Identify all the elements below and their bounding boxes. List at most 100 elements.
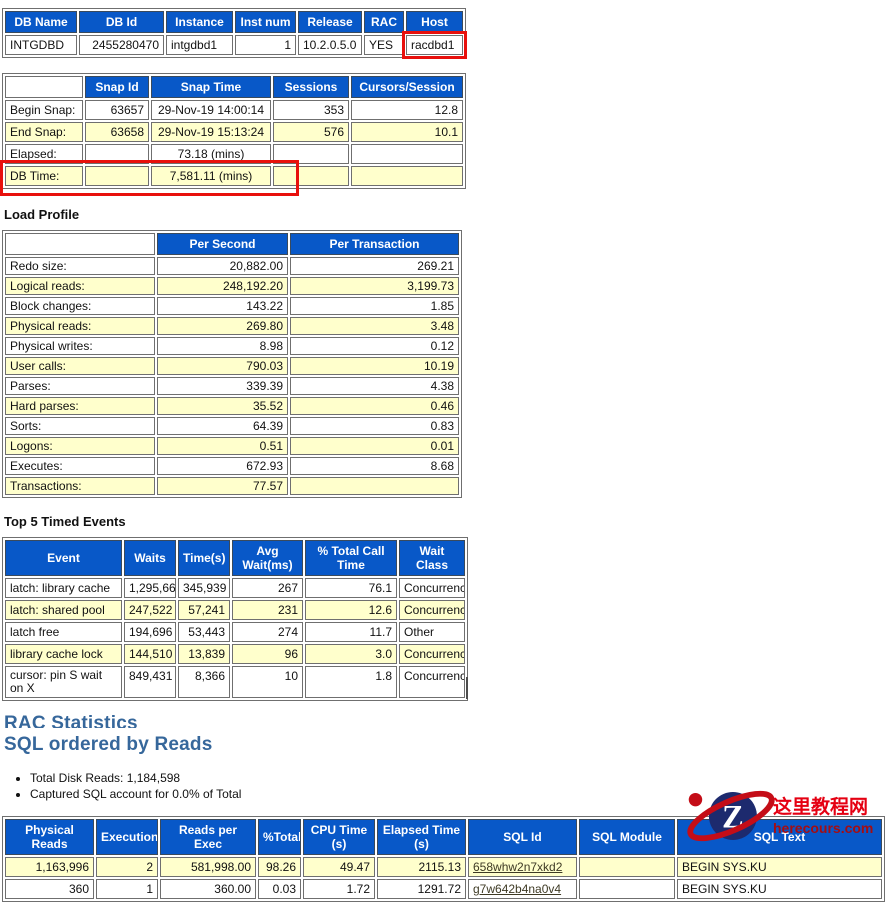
row-label: Hard parses: bbox=[5, 397, 155, 415]
watermark-text: 这里教程网 herecours.com bbox=[773, 796, 873, 836]
column-header: Per Second bbox=[157, 233, 288, 255]
wait-class: Other bbox=[399, 622, 465, 642]
sql-text-cell: BEGIN SYS.KU bbox=[677, 879, 882, 899]
table-row: INTGDBD 2455280470 intgdbd1 1 10.2.0.5.0… bbox=[5, 31, 467, 59]
empty-header-cell bbox=[5, 233, 155, 255]
row-label: Transactions: bbox=[5, 477, 155, 495]
cell: 248,192.20 bbox=[157, 277, 288, 295]
table-header-row: DB Name DB Id Instance Inst num Release … bbox=[5, 11, 463, 33]
cell: 64.39 bbox=[157, 417, 288, 435]
table-row: Parses: 339.39 4.38 bbox=[5, 377, 459, 395]
cell: 194,696 bbox=[124, 622, 176, 642]
row-label: Sorts: bbox=[5, 417, 155, 435]
cell: 7,581.11 (mins) bbox=[151, 166, 271, 186]
cell bbox=[85, 166, 149, 186]
table-row: Physical reads: 269.80 3.48 bbox=[5, 317, 459, 335]
sql-id-cell: g7w642b4na0v4 bbox=[468, 879, 577, 899]
db-time-row-highlighted: DB Time: 7,581.11 (mins) bbox=[5, 166, 463, 186]
inst-num-cell: 1 bbox=[235, 35, 296, 55]
table-row: latch free 194,696 53,443 274 11.7 Other bbox=[5, 622, 465, 642]
column-header: Wait Class bbox=[399, 540, 465, 576]
column-header: DB Name bbox=[5, 11, 77, 33]
sql-module-cell bbox=[579, 857, 675, 877]
cell: 3,199.73 bbox=[290, 277, 459, 295]
cell: 581,998.00 bbox=[160, 857, 256, 877]
captured-sql-item: Captured SQL account for 0.0% of Total bbox=[30, 787, 889, 801]
column-header: Inst num bbox=[235, 11, 296, 33]
cell: 8,366 bbox=[178, 666, 230, 698]
cell: 353 bbox=[273, 100, 349, 120]
db-info-table: DB Name DB Id Instance Inst num Release … bbox=[2, 8, 467, 59]
cell: 12.6 bbox=[305, 600, 397, 620]
cell: 63657 bbox=[85, 100, 149, 120]
cell bbox=[273, 166, 349, 186]
cell bbox=[273, 144, 349, 164]
row-label: End Snap: bbox=[5, 122, 83, 142]
row-label: Redo size: bbox=[5, 257, 155, 275]
cell: 2115.13 bbox=[377, 857, 466, 877]
row-label: User calls: bbox=[5, 357, 155, 375]
cell: 10 bbox=[232, 666, 303, 698]
release-cell: 10.2.0.5.0 bbox=[298, 35, 362, 55]
cell: 672.93 bbox=[157, 457, 288, 475]
row-label: Physical writes: bbox=[5, 337, 155, 355]
cell bbox=[351, 144, 463, 164]
cell: 576 bbox=[273, 122, 349, 142]
wait-class: Concurrency bbox=[399, 578, 465, 598]
table-row: Sorts: 64.39 0.83 bbox=[5, 417, 459, 435]
cell: 274 bbox=[232, 622, 303, 642]
empty-header-cell bbox=[5, 76, 83, 98]
cell: 49.47 bbox=[303, 857, 375, 877]
cell: 11.7 bbox=[305, 622, 397, 642]
table-header-row: Event Waits Time(s) Avg Wait(ms) % Total… bbox=[5, 540, 465, 576]
column-header: % Total Call Time bbox=[305, 540, 397, 576]
cell: 1.8 bbox=[305, 666, 397, 698]
sql-text-cell: BEGIN SYS.KU bbox=[677, 857, 882, 877]
cell: 247,522 bbox=[124, 600, 176, 620]
cell bbox=[351, 166, 463, 186]
watermark-logo-icon: Z bbox=[687, 790, 775, 842]
table-row: Transactions: 77.57 bbox=[5, 477, 459, 495]
sql-id-link[interactable]: g7w642b4na0v4 bbox=[473, 882, 562, 896]
column-header: Executions bbox=[96, 819, 158, 855]
cell: 10.19 bbox=[290, 357, 459, 375]
wait-class: Concurrency bbox=[399, 666, 465, 698]
cell: 53,443 bbox=[178, 622, 230, 642]
cell: 10.1 bbox=[351, 122, 463, 142]
table-row: Elapsed: 73.18 (mins) bbox=[5, 144, 463, 164]
table-header-row: Per Second Per Transaction bbox=[5, 233, 459, 255]
cell: 20,882.00 bbox=[157, 257, 288, 275]
row-label: Parses: bbox=[5, 377, 155, 395]
db-info-section: DB Name DB Id Instance Inst num Release … bbox=[2, 8, 889, 59]
cell: 269.80 bbox=[157, 317, 288, 335]
cell: 29-Nov-19 14:00:14 bbox=[151, 100, 271, 120]
row-label: Physical reads: bbox=[5, 317, 155, 335]
event-name: library cache lock bbox=[5, 644, 122, 664]
event-name: latch free bbox=[5, 622, 122, 642]
table-row: library cache lock 144,510 13,839 96 3.0… bbox=[5, 644, 465, 664]
text-cursor bbox=[466, 677, 468, 699]
cell: 1,295,668 bbox=[124, 578, 176, 598]
load-profile-title: Load Profile bbox=[4, 207, 80, 222]
cell: 76.1 bbox=[305, 578, 397, 598]
cell: 267 bbox=[232, 578, 303, 598]
watermark-site-name: 这里教程网 bbox=[773, 796, 869, 818]
row-label: Logical reads: bbox=[5, 277, 155, 295]
load-profile-section: Per Second Per Transaction Redo size: 20,… bbox=[2, 230, 889, 498]
table-row: Redo size: 20,882.00 269.21 bbox=[5, 257, 459, 275]
row-label: Block changes: bbox=[5, 297, 155, 315]
cell: 4.38 bbox=[290, 377, 459, 395]
awr-report-page: DB Name DB Id Instance Inst num Release … bbox=[0, 8, 889, 902]
sql-id-link[interactable]: 658whw2n7xkd2 bbox=[473, 860, 563, 874]
timed-events-section: Event Waits Time(s) Avg Wait(ms) % Total… bbox=[2, 537, 889, 701]
table-row: Begin Snap: 63657 29-Nov-19 14:00:14 353… bbox=[5, 100, 463, 120]
sql-reads-summary-list: Total Disk Reads: 1,184,598 Captured SQL… bbox=[30, 771, 889, 801]
cell: 29-Nov-19 15:13:24 bbox=[151, 122, 271, 142]
cell: 3.0 bbox=[305, 644, 397, 664]
column-header: RAC bbox=[364, 11, 404, 33]
table-row: Logical reads: 248,192.20 3,199.73 bbox=[5, 277, 459, 295]
cell: 77.57 bbox=[157, 477, 288, 495]
host-cell-highlighted: racdbd1 bbox=[402, 31, 467, 59]
cell: 0.01 bbox=[290, 437, 459, 455]
instance-cell: intgdbd1 bbox=[166, 35, 233, 55]
